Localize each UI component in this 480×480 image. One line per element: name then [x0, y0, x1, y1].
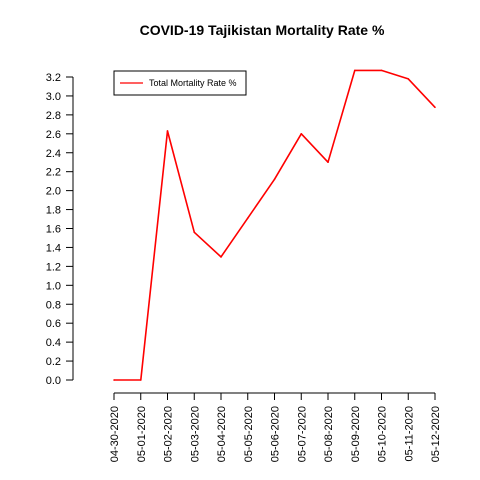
data-point [434, 106, 436, 109]
x-tick-label: 05-06-2020 [270, 406, 282, 462]
x-tick-label: 05-10-2020 [377, 406, 389, 462]
data-point [193, 231, 196, 234]
x-tick-label: 05-09-2020 [350, 406, 362, 462]
y-tick-label: 2.6 [46, 129, 61, 141]
y-axis-ticks: 0.0 0.2 0.4 0.6 0.8 1.0 1.2 1.4 1.6 1.8 2.0 2.2 2.4 2… [46, 72, 73, 387]
legend: Total Mortality Rate % [113, 70, 247, 96]
data-point [300, 133, 303, 135]
x-tick-label: 05-05-2020 [243, 406, 255, 462]
chart-title: COVID-19 Tajikistan Mortality Rate % [140, 22, 385, 38]
data-point [327, 161, 329, 164]
data-point [407, 78, 410, 80]
data-point [166, 130, 169, 132]
series-layer [113, 69, 436, 381]
data-point [246, 217, 249, 219]
x-tick-label: 05-12-2020 [430, 406, 442, 462]
y-tick-label: 2.4 [46, 148, 61, 160]
y-tick-label: 1.8 [46, 205, 61, 217]
data-point [353, 69, 356, 72]
y-tick-label: 2.2 [46, 167, 61, 179]
series-line [114, 69, 436, 381]
x-tick-label: 05-11-2020 [403, 406, 415, 461]
data-point [113, 379, 115, 381]
y-tick-label: 3.0 [46, 91, 61, 103]
y-tick-label: 2.8 [46, 110, 61, 122]
y-tick-label: 1.4 [46, 242, 61, 254]
x-tick-label: 05-01-2020 [136, 406, 148, 462]
y-tick-label: 0.4 [46, 337, 61, 349]
legend-label: Total Mortality Rate % [149, 78, 237, 88]
y-tick-label: 0.6 [46, 318, 61, 330]
x-axis-ticks: 04-30-2020 05-01-2020 05-02-2020 05-03-2020… [109, 393, 442, 462]
x-tick-label: 05-07-2020 [296, 406, 308, 462]
x-tick-label: 05-04-2020 [216, 406, 228, 462]
data-point [220, 256, 222, 258]
y-tick-label: 0.2 [46, 356, 61, 368]
x-tick-label: 04-30-2020 [109, 406, 121, 462]
y-tick-label: 1.0 [46, 280, 61, 292]
x-tick-label: 05-08-2020 [323, 406, 335, 462]
y-tick-label: 1.6 [46, 224, 61, 236]
data-point [273, 178, 276, 181]
data-point [139, 379, 142, 381]
x-tick-label: 05-03-2020 [189, 406, 201, 462]
y-tick-label: 3.2 [46, 72, 61, 84]
y-tick-label: 0.0 [46, 375, 61, 387]
data-point [380, 69, 383, 72]
y-tick-label: 2.0 [46, 186, 61, 198]
x-tick-label: 05-02-2020 [163, 406, 175, 462]
y-tick-label: 1.2 [46, 261, 61, 273]
y-tick-label: 0.8 [46, 299, 61, 311]
